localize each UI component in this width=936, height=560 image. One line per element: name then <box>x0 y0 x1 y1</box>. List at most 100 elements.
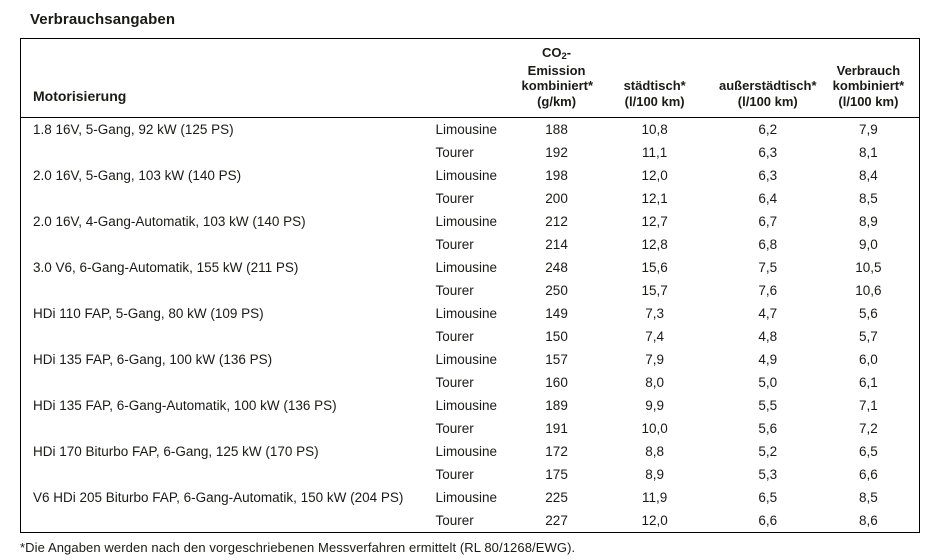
table-header: Motorisierung CO2-Emission kombiniert* (… <box>21 39 919 118</box>
extra-urban-value-cell: 6,4 <box>758 190 778 206</box>
co2-value-cell: 175 <box>545 466 568 482</box>
co2-value-cell: 150 <box>545 328 568 344</box>
table-row: Tourer 191 10,0 5,6 7,2 <box>21 417 919 440</box>
table-row: Tourer 192 11,1 6,3 8,1 <box>21 141 919 164</box>
combined-header-line2: kombiniert* <box>832 78 905 93</box>
table-row: Tourer 150 7,4 4,8 5,7 <box>21 325 919 348</box>
co2-header-line1: CO2-Emission <box>527 45 586 78</box>
urban-value-cell: 7,9 <box>645 351 665 367</box>
table-row: 1.8 16V, 5-Gang, 92 kW (125 PS) Limousin… <box>21 118 919 141</box>
combined-value-cell: 8,6 <box>859 512 878 528</box>
table-row: HDi 135 FAP, 6-Gang-Automatik, 100 kW (1… <box>21 394 919 417</box>
co2-value-cell: 212 <box>545 213 568 229</box>
extra-urban-header-line1: außerstädtisch* <box>719 78 817 93</box>
co2-header-unit: (g/km) <box>537 93 577 109</box>
urban-value-cell: 7,4 <box>645 328 665 344</box>
extra-urban-value-cell: 4,7 <box>758 305 778 321</box>
co2-value-cell: 172 <box>545 443 568 459</box>
co2-value-cell: 192 <box>545 144 568 160</box>
body-type-cell: Tourer <box>435 236 474 252</box>
table-row: HDi 135 FAP, 6-Gang, 100 kW (136 PS) Lim… <box>21 348 919 371</box>
extra-urban-value-cell: 5,2 <box>758 443 778 459</box>
urban-value-cell: 7,3 <box>645 305 665 321</box>
table-row: Tourer 175 8,9 5,3 6,6 <box>21 463 919 486</box>
combined-value-cell: 9,0 <box>859 236 878 252</box>
table-row: V6 HDi 205 Biturbo FAP, 6-Gang-Automatik… <box>21 486 919 509</box>
combined-value-cell: 5,7 <box>859 328 878 344</box>
column-header-ausserstaedtisch: außerstädtisch* (l/100 km) <box>717 39 818 118</box>
combined-value-cell: 6,0 <box>859 351 878 367</box>
combined-header-line1: Verbrauch <box>836 62 901 78</box>
body-type-cell: Tourer <box>435 466 474 482</box>
urban-value-cell: 8,8 <box>645 443 665 459</box>
engine-name-cell <box>21 187 425 210</box>
extra-urban-value-cell: 6,2 <box>758 121 778 137</box>
combined-value-cell: 6,1 <box>859 374 878 390</box>
urban-value-cell: 8,0 <box>645 374 665 390</box>
body-type-cell: Limousine <box>435 305 497 321</box>
urban-value-cell: 12,0 <box>641 167 668 183</box>
co2-header-line2: kombiniert* <box>521 78 594 93</box>
body-type-cell: Limousine <box>435 397 497 413</box>
engine-name-cell: 3.0 V6, 6-Gang-Automatik, 155 kW (211 PS… <box>33 259 299 275</box>
urban-header-unit: (l/100 km) <box>624 93 685 109</box>
table-row: 3.0 V6, 6-Gang-Automatik, 155 kW (211 PS… <box>21 256 919 279</box>
engine-name-cell <box>21 141 425 164</box>
combined-value-cell: 7,9 <box>859 121 878 137</box>
engine-name-cell <box>21 509 425 532</box>
body-type-cell: Limousine <box>435 121 497 137</box>
consumption-table: Motorisierung CO2-Emission kombiniert* (… <box>20 38 920 533</box>
body-type-cell: Tourer <box>435 190 474 206</box>
table-row: Tourer 200 12,1 6,4 8,5 <box>21 187 919 210</box>
urban-header-line1: städtisch* <box>623 78 686 93</box>
table-row: HDi 170 Biturbo FAP, 6-Gang, 125 kW (170… <box>21 440 919 463</box>
engine-name-cell: HDi 135 FAP, 6-Gang-Automatik, 100 kW (1… <box>33 397 337 413</box>
body-type-cell: Limousine <box>435 213 497 229</box>
table-row: Tourer 227 12,0 6,6 8,6 <box>21 509 919 532</box>
combined-value-cell: 8,5 <box>859 190 878 206</box>
combined-value-cell: 6,5 <box>859 443 878 459</box>
extra-urban-value-cell: 6,7 <box>758 213 778 229</box>
urban-value-cell: 8,9 <box>645 466 665 482</box>
co2-value-cell: 227 <box>545 512 568 528</box>
extra-urban-value-cell: 6,3 <box>758 144 778 160</box>
urban-value-cell: 11,9 <box>642 489 668 505</box>
table-row: 2.0 16V, 4-Gang-Automatik, 103 kW (140 P… <box>21 210 919 233</box>
engine-name-cell <box>21 417 425 440</box>
body-type-cell: Limousine <box>435 351 497 367</box>
co2-value-cell: 200 <box>545 190 568 206</box>
co2-value-cell: 248 <box>545 259 568 275</box>
engine-name-cell: HDi 110 FAP, 5-Gang, 80 kW (109 PS) <box>33 305 264 321</box>
body-type-cell: Limousine <box>435 167 497 183</box>
extra-urban-value-cell: 6,8 <box>758 236 778 252</box>
combined-value-cell: 10,6 <box>855 282 882 298</box>
body-type-cell: Tourer <box>435 282 474 298</box>
co2-value-cell: 250 <box>545 282 568 298</box>
combined-value-cell: 10,5 <box>855 259 882 275</box>
combined-value-cell: 7,1 <box>859 397 878 413</box>
co2-value-cell: 191 <box>545 420 568 436</box>
footnote: *Die Angaben werden nach den vorgeschrie… <box>20 539 576 555</box>
urban-value-cell: 10,0 <box>641 420 668 436</box>
engine-name-cell: 2.0 16V, 5-Gang, 103 kW (140 PS) <box>33 167 242 183</box>
engine-name-cell <box>21 371 425 394</box>
urban-value-cell: 9,9 <box>645 397 665 413</box>
combined-value-cell: 5,6 <box>859 305 878 321</box>
engine-name-cell: HDi 170 Biturbo FAP, 6-Gang, 125 kW (170… <box>33 443 319 459</box>
table-row: Tourer 250 15,7 7,6 10,6 <box>21 279 919 302</box>
co2-value-cell: 157 <box>545 351 568 367</box>
table-row: Tourer 160 8,0 5,0 6,1 <box>21 371 919 394</box>
body-type-cell: Limousine <box>435 489 497 505</box>
engine-name-cell: 1.8 16V, 5-Gang, 92 kW (125 PS) <box>33 121 234 137</box>
extra-urban-value-cell: 5,0 <box>758 374 778 390</box>
extra-urban-value-cell: 7,5 <box>758 259 778 275</box>
body-type-cell: Tourer <box>435 512 474 528</box>
table-row: 2.0 16V, 5-Gang, 103 kW (140 PS) Limousi… <box>21 164 919 187</box>
extra-urban-value-cell: 6,3 <box>758 167 778 183</box>
urban-value-cell: 10,8 <box>641 121 668 137</box>
body-type-cell: Tourer <box>435 328 474 344</box>
co2-subscript: 2 <box>561 51 567 62</box>
extra-urban-value-cell: 6,5 <box>758 489 778 505</box>
co2-value-cell: 160 <box>545 374 568 390</box>
table-row: Tourer 214 12,8 6,8 9,0 <box>21 233 919 256</box>
